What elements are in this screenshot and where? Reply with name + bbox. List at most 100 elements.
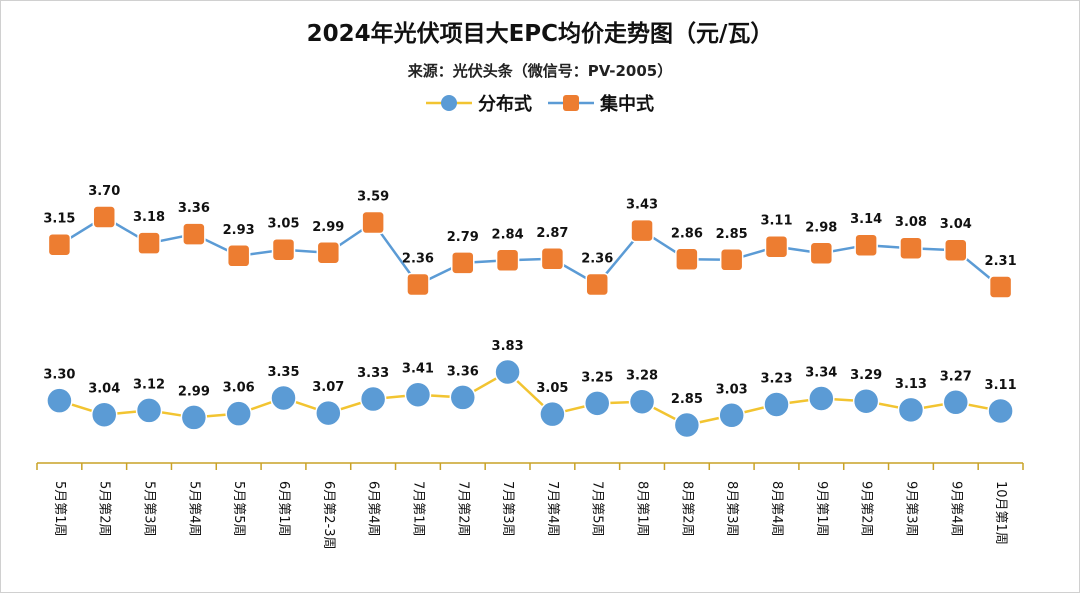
data-point xyxy=(854,233,878,257)
series-line xyxy=(59,370,1001,427)
x-tick-label: 8月第4周 xyxy=(769,481,784,537)
x-tick-label: 5月第5周 xyxy=(231,481,246,537)
x-tick-label: 7月第1周 xyxy=(410,481,425,537)
data-label: 3.41 xyxy=(402,362,434,377)
data-label: 3.70 xyxy=(88,184,120,199)
data-point xyxy=(718,402,745,429)
x-tick-label: 7月第3周 xyxy=(500,481,515,537)
data-label: 3.05 xyxy=(536,381,568,396)
data-label: 2.99 xyxy=(178,384,210,399)
data-label: 3.06 xyxy=(223,381,255,396)
data-point xyxy=(182,222,206,246)
data-point xyxy=(764,234,789,259)
data-point xyxy=(852,387,880,415)
legend-label-distributed: 分布式 xyxy=(478,94,532,115)
data-point xyxy=(137,231,161,255)
legend-swatch-centralized xyxy=(548,95,594,111)
data-point xyxy=(585,272,609,297)
data-point xyxy=(897,396,925,424)
data-label: 3.28 xyxy=(626,369,658,384)
data-point xyxy=(809,241,834,266)
x-tick-label: 6月第4周 xyxy=(366,481,381,537)
data-point xyxy=(315,399,342,427)
x-tick-label: 5月第3周 xyxy=(142,481,157,537)
data-point xyxy=(495,248,520,273)
data-point xyxy=(135,397,163,424)
data-point xyxy=(404,381,432,408)
data-label: 2.98 xyxy=(805,220,837,235)
data-point xyxy=(540,247,565,271)
data-point xyxy=(226,244,251,268)
data-label: 3.36 xyxy=(178,201,210,216)
data-point xyxy=(942,389,970,416)
x-tick-label: 7月第2周 xyxy=(455,481,470,537)
x-tick-label: 6月第1周 xyxy=(276,481,291,537)
data-point xyxy=(539,400,566,428)
data-point xyxy=(719,248,744,272)
x-tick-label: 9月第3周 xyxy=(903,481,918,537)
data-label: 2.99 xyxy=(312,220,344,235)
data-label: 2.85 xyxy=(716,227,748,242)
data-point xyxy=(899,236,923,260)
data-point xyxy=(406,272,430,297)
data-label: 3.14 xyxy=(850,212,882,227)
data-label: 3.59 xyxy=(357,190,389,205)
data-point xyxy=(316,241,341,265)
data-label: 3.30 xyxy=(43,368,75,383)
data-point xyxy=(675,247,699,272)
data-label: 3.07 xyxy=(312,380,344,395)
data-point xyxy=(630,218,654,243)
data-label: 3.12 xyxy=(133,377,165,392)
data-point xyxy=(451,251,475,275)
legend-label-centralized: 集中式 xyxy=(600,94,654,115)
data-label: 3.35 xyxy=(267,365,299,380)
data-point xyxy=(359,385,387,413)
data-point xyxy=(92,205,116,229)
data-point xyxy=(987,397,1014,425)
data-point xyxy=(808,385,835,412)
data-label: 3.04 xyxy=(940,217,972,232)
data-point xyxy=(225,400,252,427)
x-tick-label: 6月第2-3周 xyxy=(321,481,336,550)
data-label: 3.05 xyxy=(267,217,299,232)
data-point xyxy=(628,388,656,415)
data-label: 2.87 xyxy=(536,226,568,241)
data-label: 3.36 xyxy=(447,364,479,379)
x-tick-label: 7月第5周 xyxy=(590,481,605,537)
data-label: 3.83 xyxy=(492,339,524,354)
data-label: 2.86 xyxy=(671,226,703,241)
data-label: 3.15 xyxy=(43,212,75,227)
data-point xyxy=(90,401,118,428)
data-point xyxy=(47,232,72,257)
data-label: 3.04 xyxy=(88,382,120,397)
x-tick-label: 8月第1周 xyxy=(635,481,650,537)
x-tick-label: 5月第4周 xyxy=(186,481,201,537)
data-label: 3.27 xyxy=(940,369,972,384)
legend-swatch-distributed xyxy=(426,95,472,111)
x-tick-label: 9月第4周 xyxy=(948,481,963,537)
x-tick-label: 8月第2周 xyxy=(679,481,694,537)
data-label: 3.43 xyxy=(626,198,658,213)
data-point xyxy=(46,387,73,414)
data-label: 3.08 xyxy=(895,215,927,230)
x-tick-label: 7月第4周 xyxy=(545,481,560,537)
data-point xyxy=(271,237,296,262)
data-point xyxy=(361,210,385,235)
x-tick-label: 5月第1周 xyxy=(52,481,67,537)
data-label: 2.36 xyxy=(581,251,613,266)
chart-legend: 分布式 集中式 xyxy=(0,90,1080,116)
data-point xyxy=(449,384,477,411)
data-label: 3.34 xyxy=(805,366,837,381)
data-point xyxy=(583,390,611,417)
legend-item-distributed: 分布式 xyxy=(426,90,532,116)
data-label: 3.11 xyxy=(760,214,792,229)
data-point xyxy=(944,238,968,262)
data-label: 3.18 xyxy=(133,210,165,225)
series-distributed: 3.30 3.04 3.12 2.99 3.06 3.35 3.07 3.33 3.41 3.36… xyxy=(43,339,1017,439)
data-point xyxy=(763,391,790,418)
data-point xyxy=(180,404,208,431)
data-label: 3.13 xyxy=(895,377,927,392)
data-point xyxy=(673,411,701,439)
x-tick-label: 5月第2周 xyxy=(97,481,112,537)
